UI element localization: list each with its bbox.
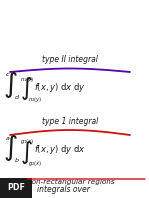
Text: PDF: PDF (7, 184, 25, 192)
Text: $a$: $a$ (5, 134, 10, 142)
Text: $\int$: $\int$ (3, 133, 17, 163)
Text: $\int$: $\int$ (20, 75, 32, 103)
FancyBboxPatch shape (0, 178, 32, 198)
Text: $\int$: $\int$ (3, 70, 17, 100)
Text: type II integral: type II integral (42, 55, 98, 65)
Text: $f(x,y)\ \mathrm{d}y\ \mathrm{d}x$: $f(x,y)\ \mathrm{d}y\ \mathrm{d}x$ (34, 144, 86, 156)
Text: $n_2(y)$: $n_2(y)$ (28, 95, 43, 105)
Text: $n_1(y)$: $n_1(y)$ (20, 74, 35, 84)
Text: $g_1(x)$: $g_1(x)$ (20, 137, 35, 147)
Text: $\int$: $\int$ (20, 138, 32, 166)
Text: $g_2(x)$: $g_2(x)$ (28, 159, 43, 168)
Text: integrals over: integrals over (37, 186, 90, 194)
Text: $b$: $b$ (14, 156, 20, 164)
Text: non-rectangular regions: non-rectangular regions (27, 179, 115, 185)
Text: $f(x,y)\ \mathrm{d}x\ \mathrm{d}y$: $f(x,y)\ \mathrm{d}x\ \mathrm{d}y$ (34, 81, 86, 93)
Text: type 1 integral: type 1 integral (42, 117, 98, 127)
Text: $d$: $d$ (14, 93, 20, 101)
Text: $c$: $c$ (5, 71, 10, 78)
